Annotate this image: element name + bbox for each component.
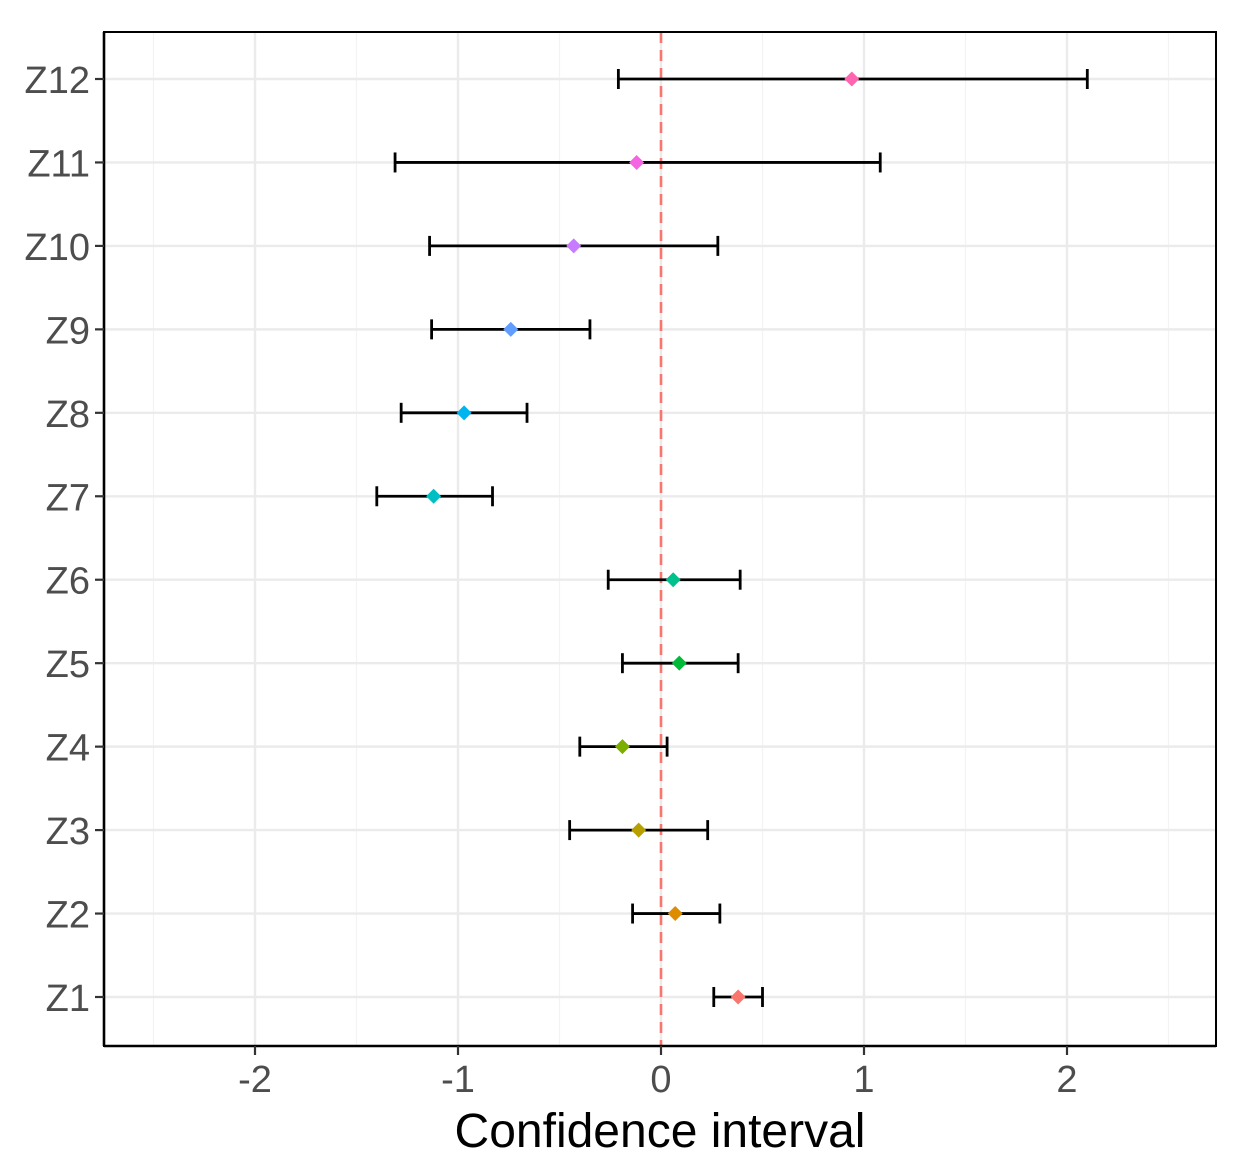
x-tick-label: -1: [441, 1059, 475, 1101]
estimate-point-z6: [665, 572, 681, 588]
y-tick-label: Z7: [46, 477, 90, 519]
x-axis-title: Confidence interval: [455, 1105, 866, 1158]
y-tick-label: Z10: [25, 227, 90, 269]
y-tick-label: Z6: [46, 561, 90, 603]
y-tick-label: Z5: [46, 644, 90, 686]
estimate-point-z11: [629, 154, 645, 170]
x-tick-label: -2: [238, 1059, 272, 1101]
estimate-point-z2: [667, 906, 683, 922]
error-bars: [375, 69, 1089, 1007]
y-tick-label: Z2: [46, 895, 90, 937]
estimate-point-z7: [426, 488, 442, 504]
y-tick-label: Z9: [46, 310, 90, 352]
estimate-point-z12: [844, 71, 860, 87]
x-tick-label: 2: [1056, 1059, 1077, 1101]
estimate-point-z8: [456, 405, 472, 421]
y-tick-label: Z4: [46, 728, 90, 770]
y-tick-label: Z3: [46, 811, 90, 853]
y-tick-label: Z8: [46, 394, 90, 436]
tick-labels: -2 -1 0 1 2 Z1 Z2 Z3 Z4 Z5 Z6 Z7 Z8 Z9 Z10 Z11 Z12: [25, 60, 1078, 1101]
estimate-point-z4: [614, 739, 630, 755]
x-tick-label: 0: [650, 1059, 671, 1101]
estimate-point-z3: [631, 822, 647, 838]
estimate-point-z9: [503, 321, 519, 337]
y-tick-label: Z12: [25, 60, 90, 102]
estimate-point-z10: [566, 238, 582, 254]
estimate-point-z5: [671, 655, 687, 671]
y-tick-label: Z11: [27, 143, 90, 185]
estimate-points: [426, 71, 860, 1005]
y-tick-label: Z1: [46, 978, 90, 1020]
x-tick-label: 1: [853, 1059, 874, 1101]
axes: [95, 32, 1216, 1055]
estimate-point-z1: [730, 989, 746, 1005]
